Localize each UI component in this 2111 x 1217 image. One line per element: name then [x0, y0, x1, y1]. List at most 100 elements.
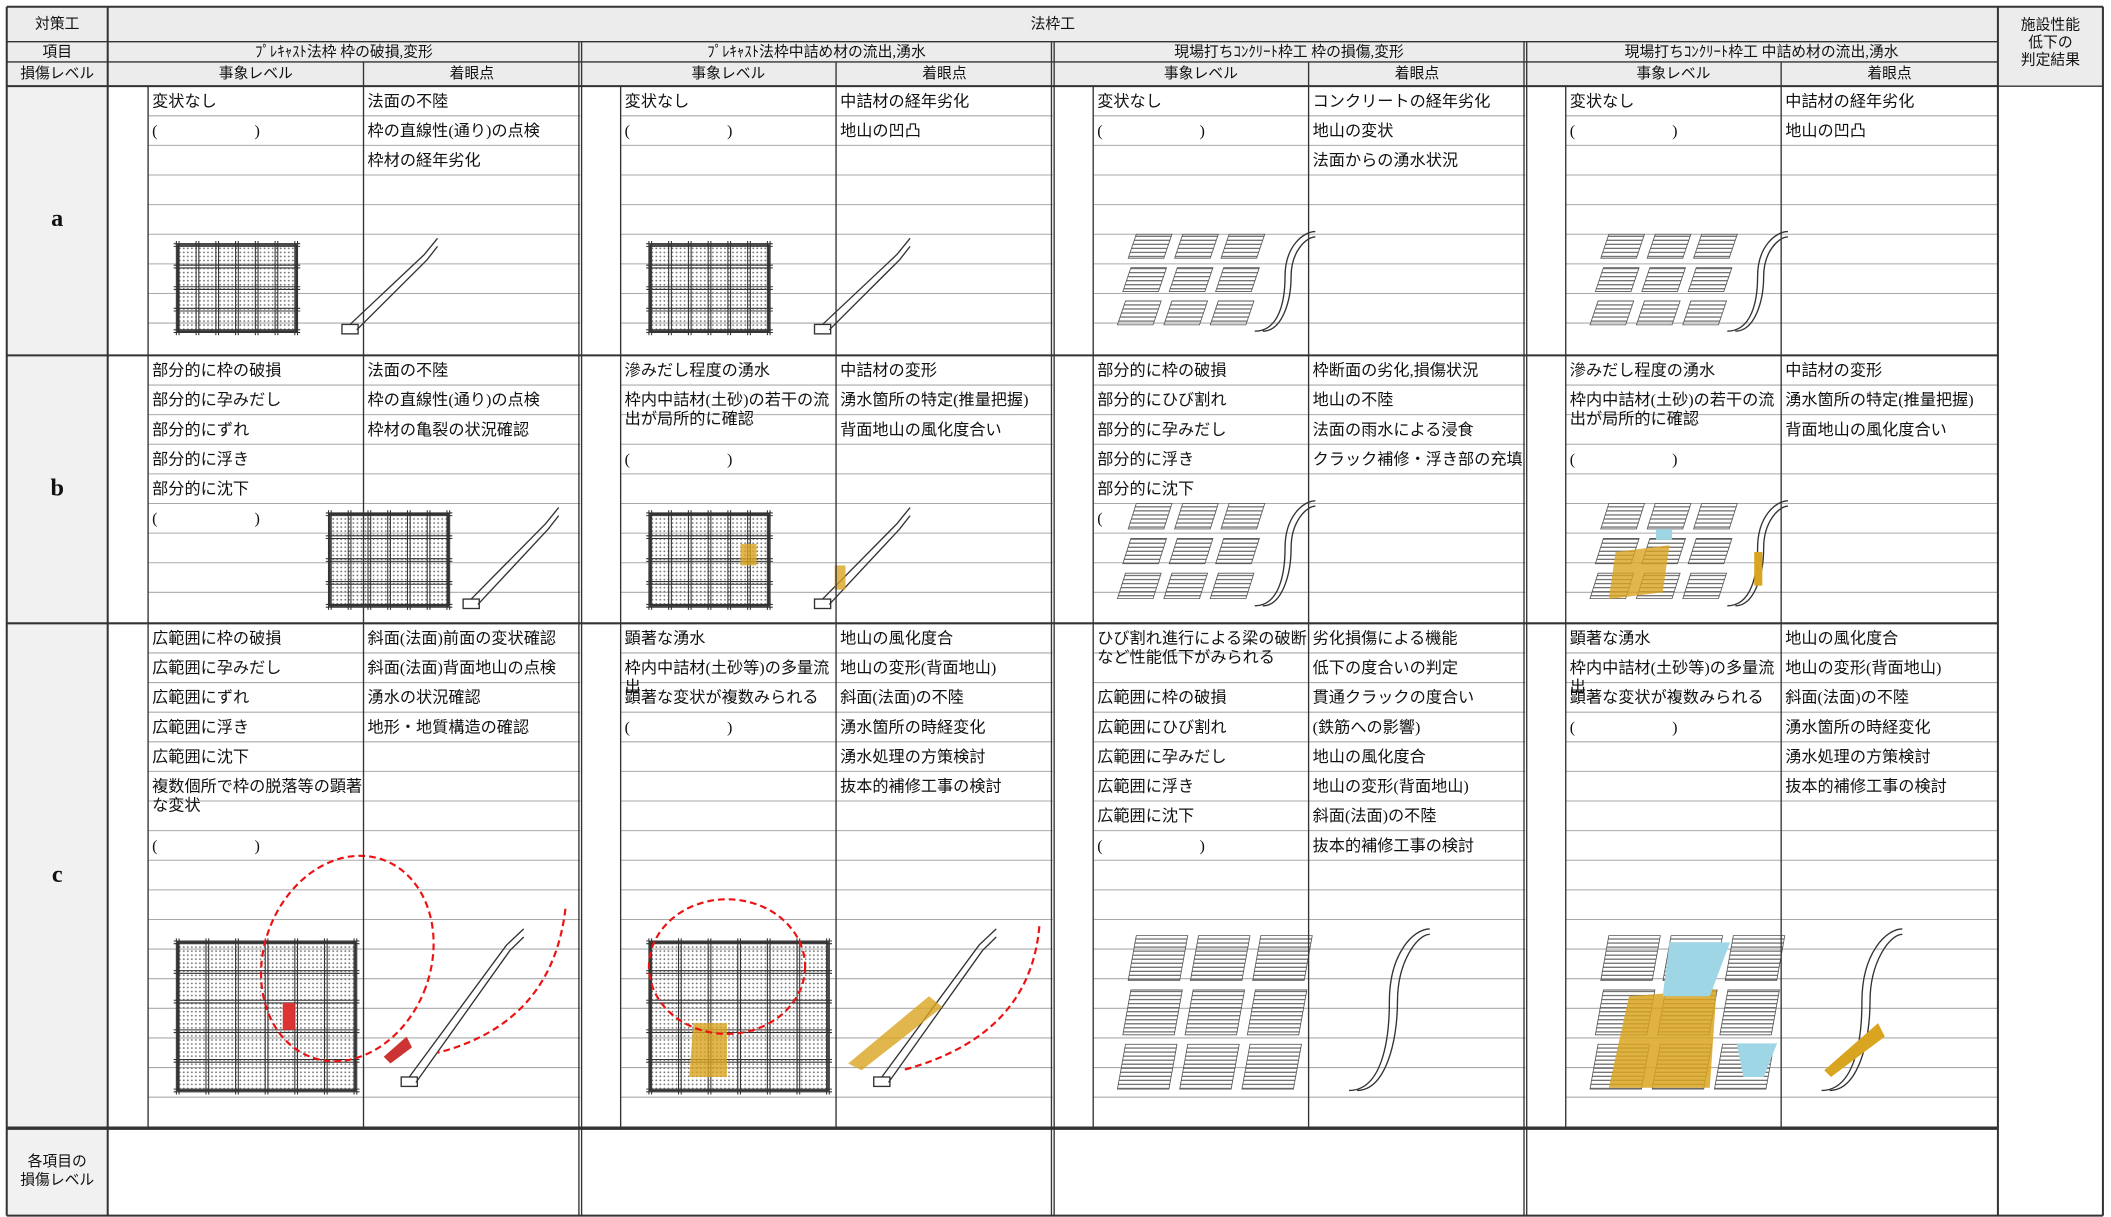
block-illustration: [1600, 233, 1646, 259]
block-illustration: [1127, 503, 1173, 530]
slope-illustration: [828, 245, 911, 331]
slope-illustration: [888, 936, 997, 1083]
slope-illustration: [1254, 230, 1316, 332]
event-text: 部分的に孕みだし: [1097, 420, 1227, 439]
water-illustration: [834, 565, 846, 590]
water-illustration: [848, 996, 943, 1071]
slope-illustration: [477, 515, 560, 605]
block-illustration: [1635, 300, 1681, 326]
point-text: 中詰材の経年劣化: [840, 91, 970, 111]
point-text: 地山の風化度合: [1785, 628, 1899, 648]
point-text: 湧水箇所の特定(推量把握): [840, 390, 1029, 410]
block-illustration: [1646, 233, 1692, 259]
slope-illustration: [1735, 236, 1788, 332]
slope-illustration: [813, 598, 832, 610]
event-text: 部分的に浮き: [152, 449, 250, 469]
water-illustration: [1608, 989, 1717, 1088]
event-text: ( ): [1097, 836, 1205, 855]
slope-illustration: [1735, 505, 1788, 607]
event-text: 部分的に浮き: [1097, 449, 1195, 469]
point-text: 地山の風化度合: [1312, 747, 1426, 767]
block-illustration: [1646, 503, 1692, 530]
event-text: ( ): [1097, 121, 1205, 141]
water-illustration: [689, 1023, 728, 1077]
block-illustration: [1589, 300, 1635, 326]
block-illustration: [1116, 1043, 1178, 1090]
block-illustration: [1215, 267, 1260, 292]
cell-bg: [6, 6, 1998, 87]
point-text: 湧水箇所の特定(推量把握): [1785, 390, 1974, 410]
block-illustration: [1209, 300, 1255, 326]
block-illustration: [1122, 537, 1168, 565]
slope-illustration: [415, 936, 525, 1083]
event-text: ( ): [624, 449, 733, 469]
point-text: 枠断面の劣化,損傷状況: [1312, 360, 1479, 380]
point-text: 劣化損傷による機能: [1312, 628, 1458, 648]
point-text: 法面からの湧水状況: [1312, 150, 1459, 170]
item-title: 現場打ちｺﾝｸﾘｰﾄ枠工 枠の損傷,変形: [1174, 44, 1404, 61]
damage-illustration: [647, 898, 807, 1035]
block-illustration: [1246, 989, 1308, 1036]
point-text: 法面の雨水による浸食: [1312, 420, 1474, 439]
point-text: コンクリートの経年劣化: [1312, 91, 1491, 111]
event-text: 部分的にずれ: [152, 420, 250, 439]
column-header: 着眼点: [1394, 65, 1440, 83]
block-illustration: [1189, 935, 1251, 981]
event-text: ( ): [1569, 121, 1678, 141]
block-illustration: [1127, 935, 1189, 981]
block-illustration: [1184, 989, 1246, 1036]
slope-illustration: [1254, 500, 1316, 607]
event-text: ( ): [152, 121, 260, 141]
block-illustration: [1682, 300, 1728, 326]
event-text: 滲みだし程度の湧水: [624, 360, 771, 380]
block-illustration: [1687, 267, 1733, 292]
point-text: 斜面(法面)の不陸: [840, 687, 964, 707]
frame-illustration: [176, 941, 357, 1092]
point-text: 地山の変形(背面地山): [840, 658, 997, 678]
slope-illustration: [873, 1076, 891, 1088]
cell-bg: [1997, 6, 2103, 87]
header-label: 施設性能: [2020, 17, 2081, 34]
point-text: 地形・地質構造の確認: [367, 717, 530, 737]
slope-illustration: [470, 507, 560, 600]
damage-illustration: [282, 1002, 295, 1030]
block-illustration: [1724, 935, 1786, 981]
event-text: 顕著な湧水: [624, 628, 706, 648]
point-text: 背面地山の風化度合い: [1785, 420, 1947, 439]
slope-illustration: [822, 507, 911, 600]
event-text: 広範囲に沈下: [1097, 806, 1195, 826]
event-text: 枠内中詰材(土砂等)の多量流出: [624, 658, 830, 697]
block-illustration: [1122, 267, 1168, 292]
column-header: 着眼点: [922, 65, 967, 83]
block-illustration: [1252, 935, 1313, 981]
point-text: 地山の凹凸: [840, 121, 921, 141]
slope-illustration: [1357, 933, 1430, 1092]
event-text: 広範囲に沈下: [152, 747, 250, 767]
header-label: 判定結果: [2020, 52, 2081, 69]
block-illustration: [1594, 267, 1640, 292]
item-title: ﾌﾟﾚｷｬｽﾄ法枠 枠の破損,変形: [255, 44, 433, 61]
water-illustration: [1655, 529, 1673, 540]
event-text: 枠内中詰材(土砂)の若干の流出が局所的に確認: [624, 390, 830, 429]
event-text: 部分的に枠の破損: [152, 360, 282, 380]
column-header: 着眼点: [449, 65, 495, 83]
event-text: ( ): [624, 717, 733, 737]
slope-illustration: [813, 323, 832, 335]
slope-illustration: [828, 515, 911, 605]
block-illustration: [1116, 300, 1162, 326]
point-text: 法面の不陸: [367, 91, 449, 111]
slope-illustration: [881, 928, 997, 1078]
block-illustration: [1209, 572, 1255, 600]
event-text: 広範囲にひび割れ: [1097, 717, 1227, 737]
point-text: 地山の変状: [1312, 121, 1394, 141]
event-text: 広範囲にずれ: [152, 687, 250, 707]
column-header: 事象レベル: [691, 65, 766, 83]
block-illustration: [1220, 503, 1266, 530]
block-illustration: [1168, 537, 1214, 565]
event-text: ( ): [1569, 449, 1678, 469]
slope-illustration: [462, 598, 480, 610]
event-text: ( ): [152, 836, 260, 855]
slope-illustration: [1821, 928, 1903, 1092]
cell-bg: [6, 86, 108, 1216]
